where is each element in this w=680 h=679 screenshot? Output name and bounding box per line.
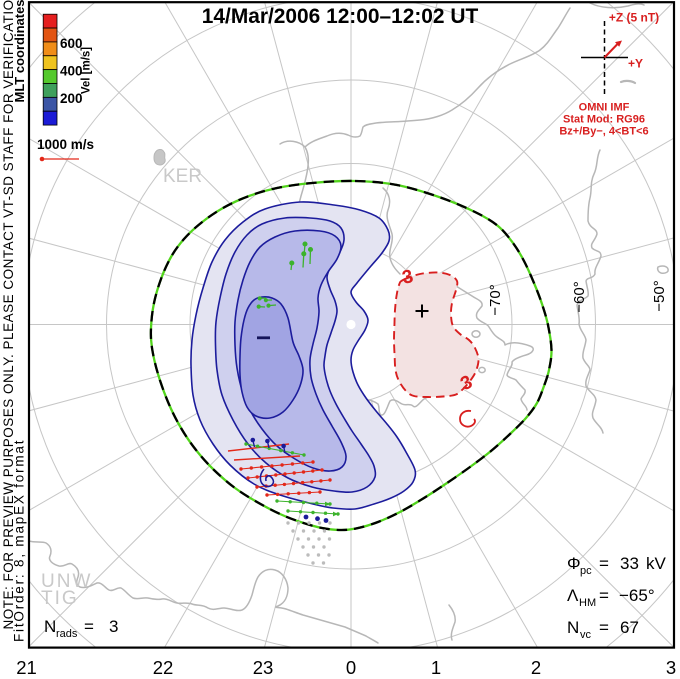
svg-text:1000 m/s: 1000 m/s xyxy=(37,137,94,152)
svg-text:KER: KER xyxy=(163,166,202,187)
svg-text:21: 21 xyxy=(16,657,37,674)
svg-text:vc: vc xyxy=(580,629,592,641)
svg-text:−65°: −65° xyxy=(619,586,655,605)
svg-text:+Y: +Y xyxy=(628,57,643,71)
svg-text:67: 67 xyxy=(620,618,639,637)
svg-text:rads: rads xyxy=(56,628,78,640)
svg-text:N: N xyxy=(44,617,56,636)
svg-text:Φ: Φ xyxy=(567,554,581,573)
svg-text:Stat Mod: RG96: Stat Mod: RG96 xyxy=(563,114,645,126)
svg-text:=: = xyxy=(599,554,609,573)
svg-text:600: 600 xyxy=(60,36,83,51)
svg-text:pc: pc xyxy=(580,565,592,577)
svg-text:HM: HM xyxy=(579,597,596,609)
svg-text:3: 3 xyxy=(109,617,118,636)
svg-text:3: 3 xyxy=(666,657,676,674)
svg-text:=: = xyxy=(599,618,609,637)
svg-text:=: = xyxy=(84,617,94,636)
svg-text:−50°: −50° xyxy=(651,280,668,311)
svg-text:Bz+/By−, 4<BT<6: Bz+/By−, 4<BT<6 xyxy=(559,126,648,138)
svg-text:1: 1 xyxy=(431,657,441,674)
svg-text:kV: kV xyxy=(646,554,667,573)
svg-text:−70°: −70° xyxy=(487,284,504,315)
svg-text:0: 0 xyxy=(346,657,356,674)
svg-text:FitOrder: 8, mapEX format: FitOrder: 8, mapEX format xyxy=(12,439,27,642)
svg-text:Vel [m/s]: Vel [m/s] xyxy=(81,47,93,94)
svg-text:Λ: Λ xyxy=(567,586,579,605)
svg-text:OMNI IMF: OMNI IMF xyxy=(579,102,630,114)
svg-text:33: 33 xyxy=(620,554,639,573)
svg-text:N: N xyxy=(567,618,579,637)
svg-text:22: 22 xyxy=(153,657,174,674)
svg-text:=: = xyxy=(599,586,609,605)
svg-text:200: 200 xyxy=(60,91,83,106)
svg-text:400: 400 xyxy=(60,64,83,79)
svg-text:+Z (5 nT): +Z (5 nT) xyxy=(609,11,659,25)
svg-text:−60°: −60° xyxy=(571,281,588,312)
svg-text:TIG: TIG xyxy=(41,588,79,609)
svg-text:23: 23 xyxy=(253,657,274,674)
svg-text:14/Mar/2006 12:00–12:02 UT: 14/Mar/2006 12:00–12:02 UT xyxy=(202,5,479,28)
svg-text:2: 2 xyxy=(531,657,541,674)
